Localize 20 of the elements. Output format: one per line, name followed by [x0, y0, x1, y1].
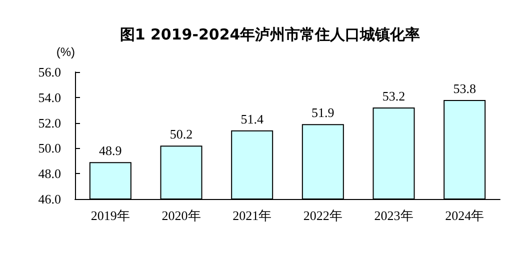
x-tick-label: 2020年: [162, 208, 201, 223]
data-label: 53.8: [453, 80, 476, 96]
x-tick-label: 2022年: [303, 208, 342, 223]
data-label: 53.2: [382, 88, 406, 104]
x-tick-label: 2023年: [374, 208, 414, 223]
y-tick-label: 54.0: [38, 90, 61, 105]
y-tick-label: 52.0: [38, 115, 61, 130]
chart-title: 图1 2019-2024年泸州市常住人口城镇化率: [120, 26, 420, 44]
x-tick-label: 2024年: [445, 208, 484, 223]
data-label: 50.2: [170, 126, 193, 142]
data-label: 51.4: [240, 111, 264, 126]
x-tick-label: 2021年: [232, 208, 272, 223]
y-axis-title: (%): [56, 45, 75, 59]
y-tick-label: 50.0: [38, 140, 61, 156]
y-tick-label: 46.0: [38, 192, 61, 206]
x-tick-label: 2019年: [90, 208, 130, 223]
data-label: 51.9: [312, 105, 334, 120]
data-label: 48.9: [99, 143, 122, 158]
y-tick-label: 48.0: [38, 166, 61, 182]
y-tick-label: 56.0: [38, 64, 61, 80]
